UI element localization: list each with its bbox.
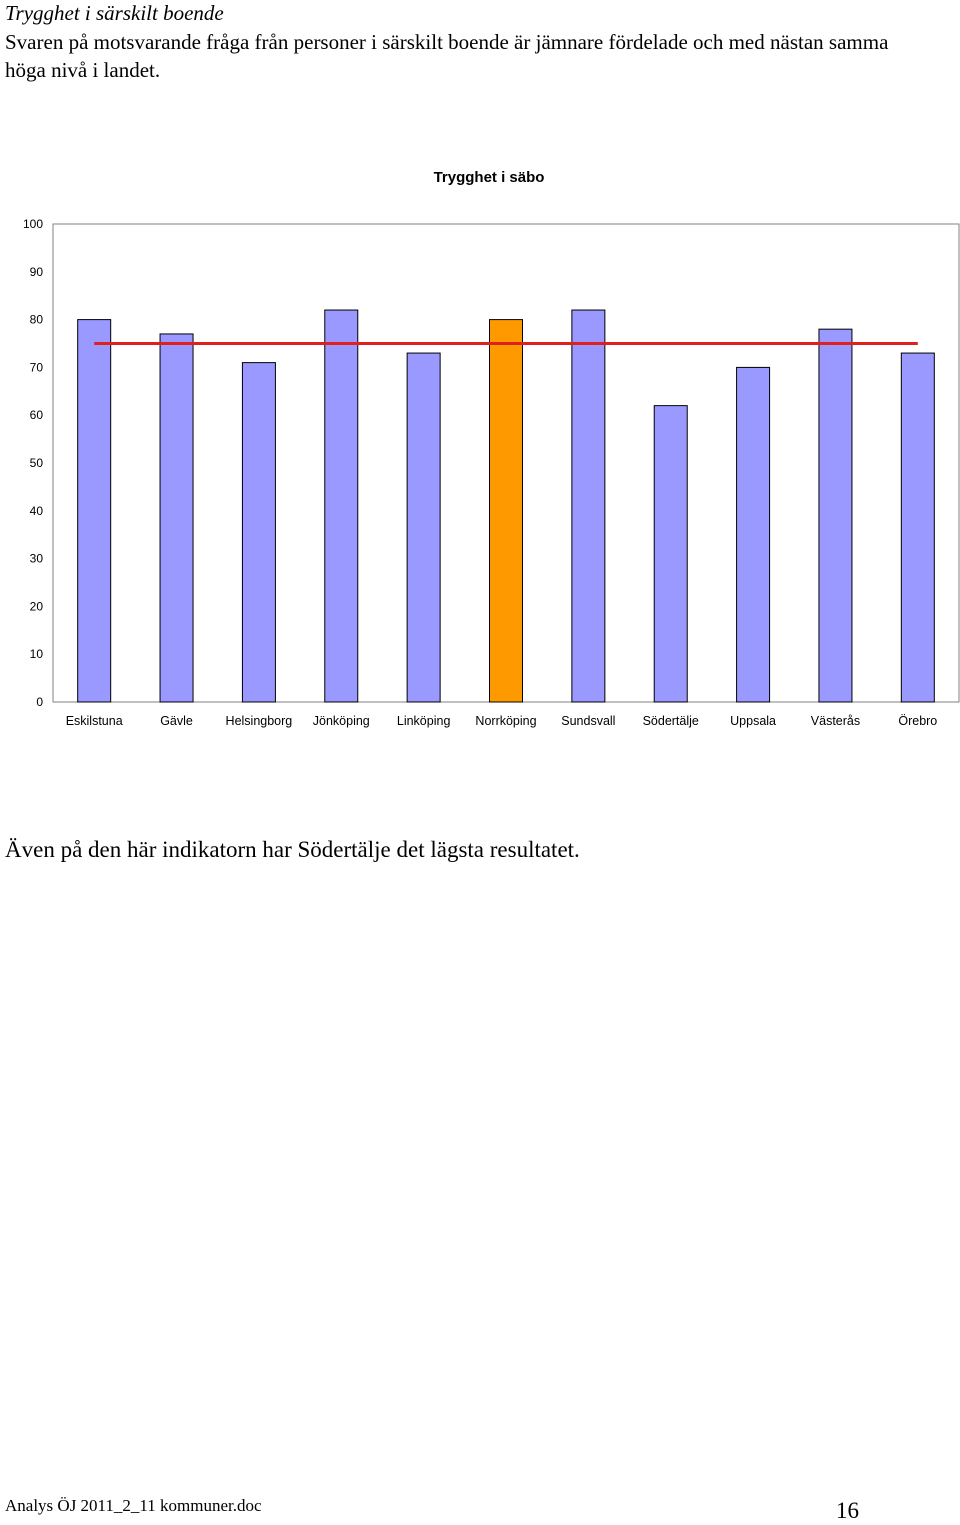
- bar-södertälje: [653, 405, 688, 703]
- y-tick-label: 60: [30, 408, 44, 422]
- bar-örebro: [900, 352, 935, 703]
- x-tick-label: Sundsvall: [561, 714, 615, 728]
- bar-jönköping: [324, 309, 359, 703]
- y-tick-label: 80: [30, 313, 44, 327]
- plot-area: 0 10 20 30 40 50 60 70 80 90 100 Eskilstuna Gävle Hel…: [23, 217, 960, 728]
- y-tick-label: 10: [30, 647, 44, 661]
- y-tick-label: 20: [30, 599, 44, 613]
- bar-västerås: [818, 328, 853, 703]
- x-tick-label: Västerås: [811, 714, 860, 728]
- x-tick-label: Helsingborg: [226, 714, 293, 728]
- bar-chart: Trygghet i säbo 0 10 20 30 40 50 60 70 80 90 100 Es…: [23, 169, 960, 728]
- bar-linköping: [406, 352, 441, 703]
- y-tick-label: 70: [30, 360, 44, 374]
- bar-gävle: [159, 333, 194, 703]
- y-tick-label: 90: [30, 265, 44, 279]
- y-tick-label: 40: [30, 504, 44, 518]
- y-tick-label: 50: [30, 456, 44, 470]
- chart-title: Trygghet i säbo: [434, 169, 545, 186]
- x-tick-label: Örebro: [898, 714, 937, 728]
- page-number: 16: [836, 1498, 859, 1523]
- conclusion-paragraph: Även på den här indikatorn har Södertälj…: [5, 837, 580, 862]
- bar-uppsala: [736, 366, 771, 703]
- bar-norrköping: [489, 319, 523, 703]
- intro-paragraph: Svaren på motsvarande fråga från persone…: [5, 30, 889, 82]
- y-tick-label: 100: [23, 217, 43, 231]
- x-tick-label: Norrköping: [475, 714, 536, 728]
- x-tick-label: Gävle: [160, 714, 193, 728]
- y-tick-label: 30: [30, 552, 44, 566]
- y-tick-label: 0: [36, 695, 43, 709]
- footer-filename: Analys ÖJ 2011_2_11 kommuner.doc: [5, 1496, 262, 1515]
- bar-helsingborg: [241, 362, 276, 703]
- x-tick-label: Jönköping: [313, 714, 370, 728]
- x-tick-label: Uppsala: [730, 714, 776, 728]
- x-tick-label: Södertälje: [643, 714, 699, 728]
- x-tick-label: Eskilstuna: [66, 714, 123, 728]
- x-tick-label: Linköping: [397, 714, 451, 728]
- bar-sundsvall: [571, 309, 606, 703]
- section-heading: Trygghet i särskilt boende: [5, 1, 224, 25]
- bar-eskilstuna: [77, 319, 112, 703]
